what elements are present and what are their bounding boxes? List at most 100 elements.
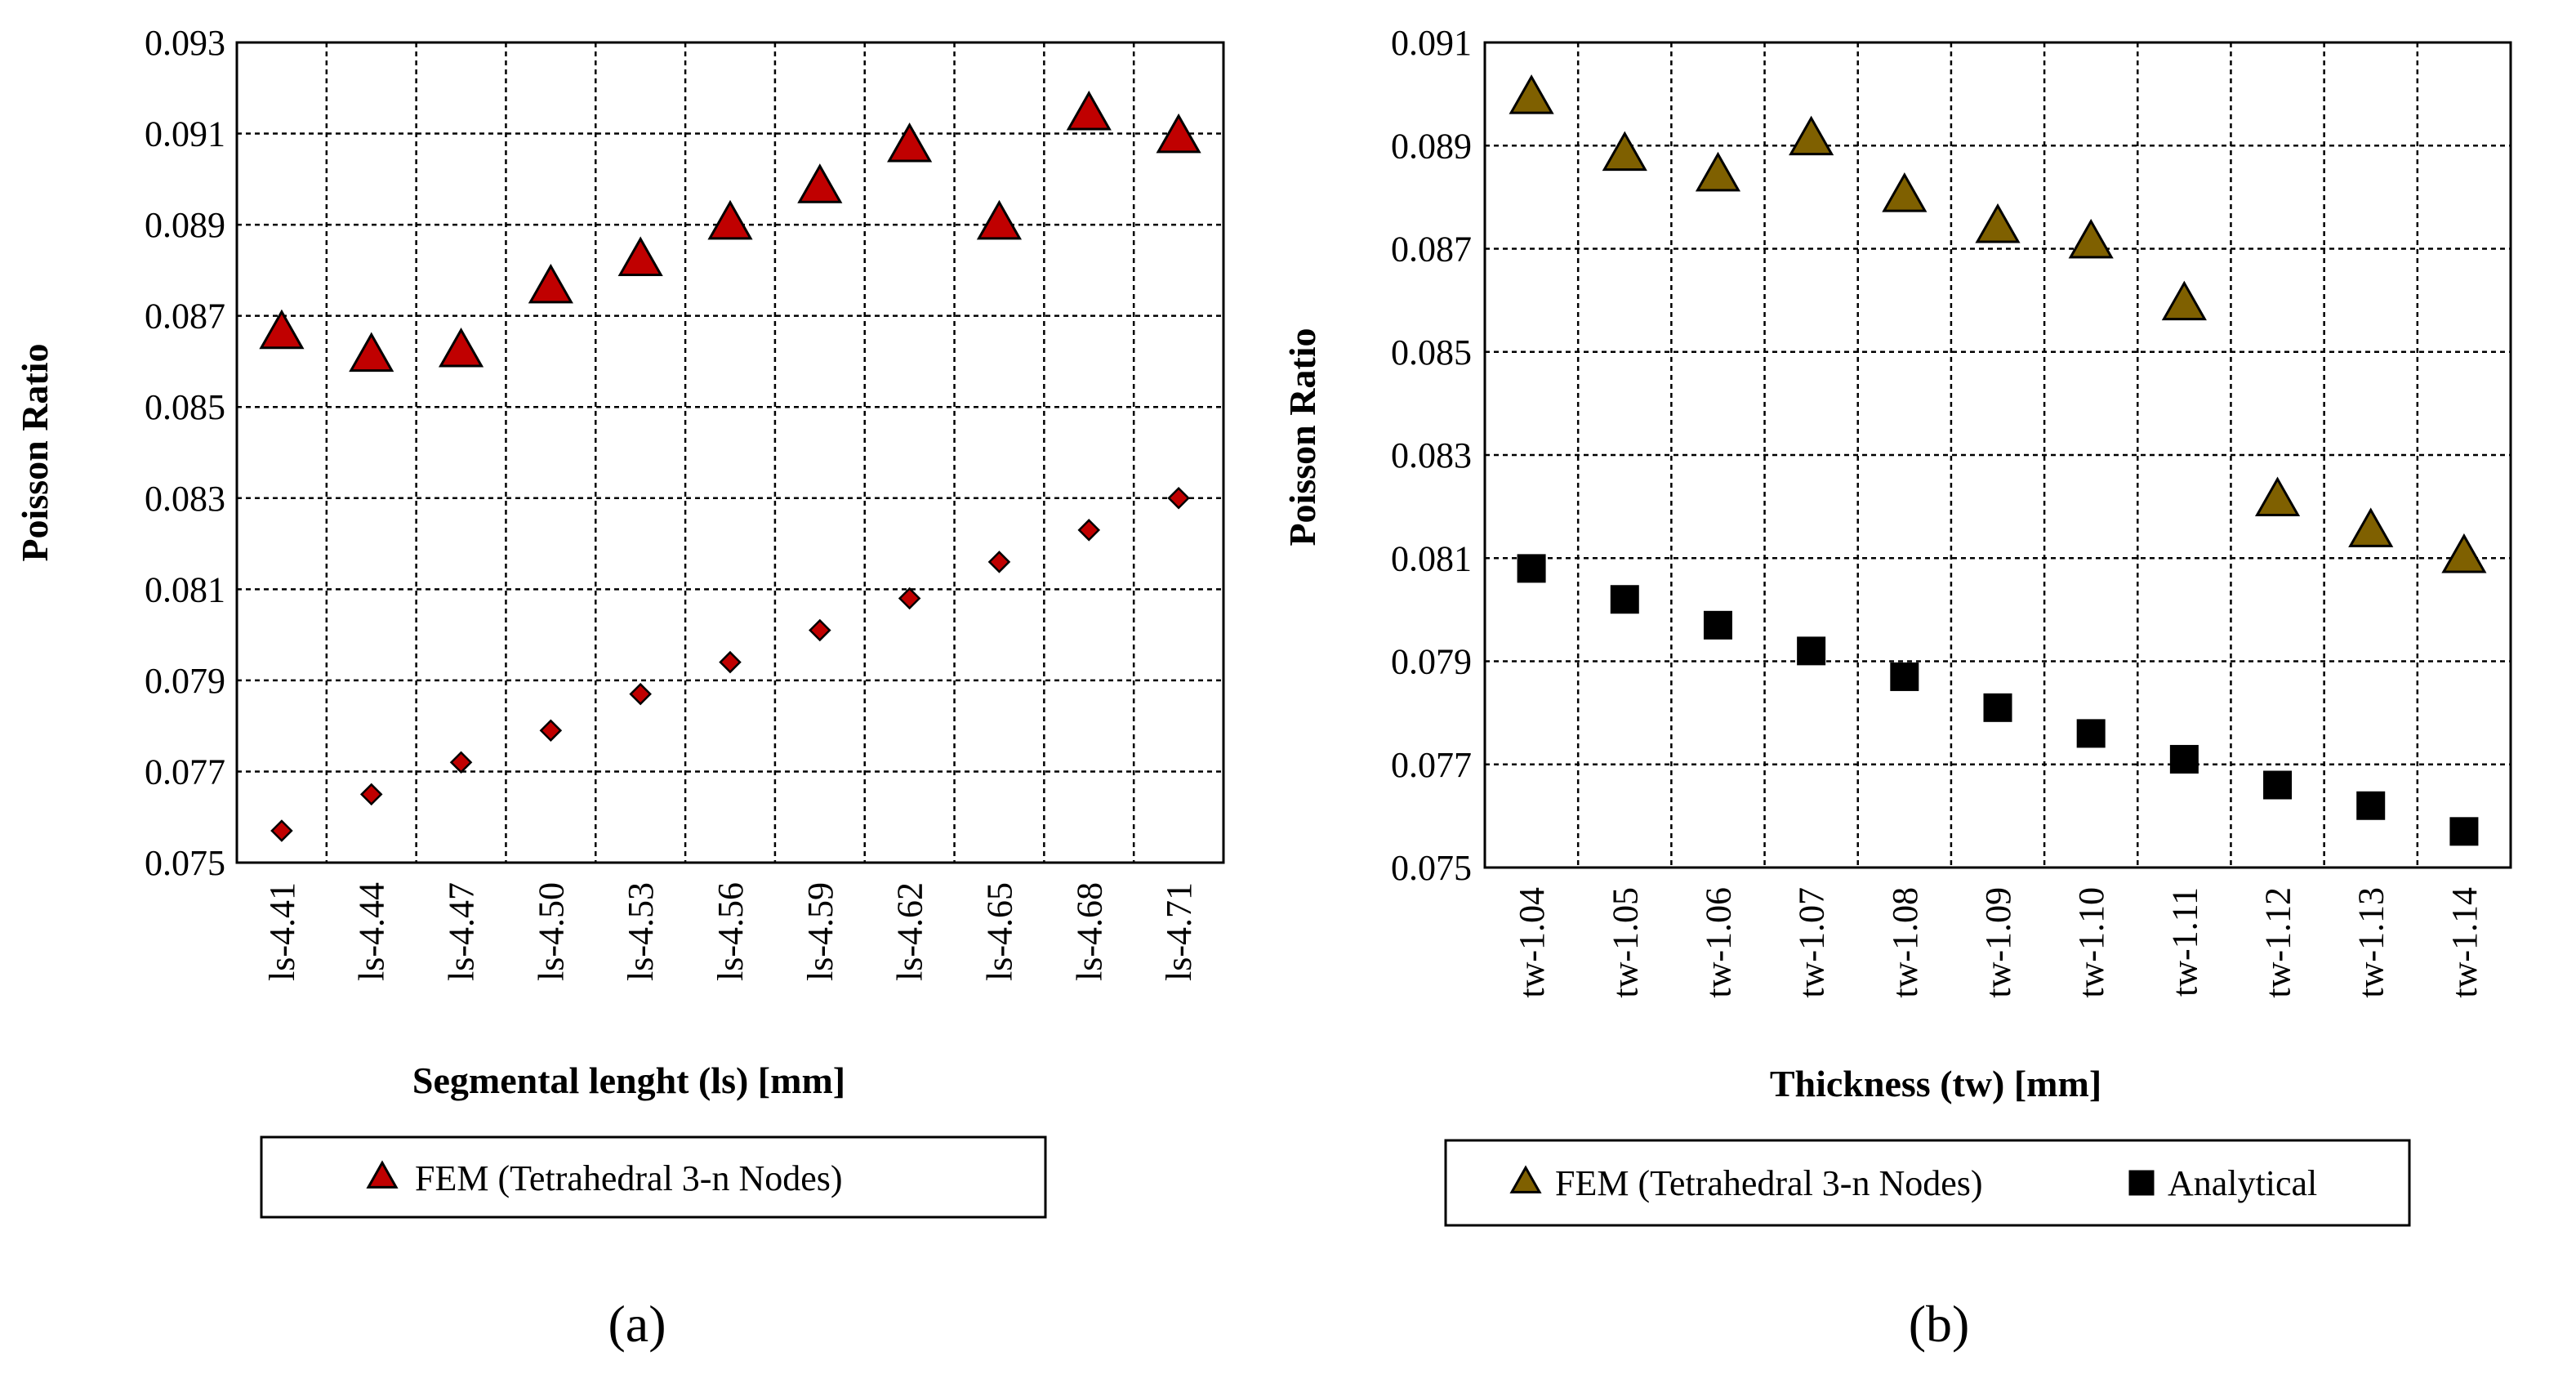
chart-b-x-tick-label: tw-1.06 (1698, 887, 1738, 998)
chart-a-series-1-point (1167, 487, 1190, 510)
chart-b-y-tick-labels: 0.075 0.077 0.079 0.081 0.083 0.085 0.087 0.089… (1391, 23, 1472, 888)
chart-b-y-tick-label: 0.091 (1391, 23, 1472, 63)
chart-b-x-tick-label: tw-1.05 (1605, 887, 1645, 998)
chart-b-x-tick-label: tw-1.09 (1978, 887, 2018, 998)
chart-a-y-tick-label: 0.083 (145, 479, 225, 519)
chart-a-series-1-point (539, 719, 563, 743)
chart-a-ylabel: Poisson Ratio (14, 343, 56, 561)
chart-b-x-tick-label: tw-1.11 (2164, 887, 2204, 997)
chart-b-ylabel: Poisson Ratio (1281, 328, 1323, 546)
chart-a-series-1-point (987, 551, 1011, 573)
chart-b-series-1-point (2169, 744, 2199, 774)
chart-a-series-0-point (707, 199, 753, 240)
chart-b-series-0-point (1695, 151, 1741, 192)
chart-a-series-0-point (528, 263, 573, 304)
chart-b-y-tick-label: 0.087 (1391, 230, 1472, 270)
chart-b-series-1-point (1703, 610, 1732, 640)
chart-a-y-tick-label: 0.091 (145, 114, 225, 154)
chart-a-series-1-point (629, 682, 652, 706)
chart-b-series-0-point (2441, 533, 2487, 573)
chart-b-series-0-point (2254, 476, 2301, 517)
chart-a-y-tick-label: 0.079 (145, 661, 225, 701)
chart-a-x-tick-label: ls-4.59 (800, 882, 840, 981)
chart-a-series-0-point (617, 236, 663, 276)
chart-a-series-0-point (887, 122, 933, 163)
chart-b-series-0-point (2161, 280, 2207, 321)
chart-a-y-tick-label: 0.081 (145, 569, 225, 609)
chart-b-legend-marker (2128, 1170, 2155, 1196)
chart-b-series-1-point (2449, 817, 2479, 846)
chart-b-series-1-point (2356, 791, 2386, 820)
chart-b-x-tick-label: tw-1.04 (1512, 887, 1552, 998)
chart-b-x-tick-label: tw-1.10 (2071, 887, 2111, 998)
chart-a-plot-area (235, 41, 1225, 864)
chart-b-series-1-point (1983, 693, 2012, 722)
chart-b-series-1-point (1797, 636, 1826, 666)
chart-a-series-1-point (270, 819, 293, 842)
chart-b-x-tick-label: tw-1.13 (2351, 887, 2391, 998)
chart-a-y-tick-label: 0.085 (145, 387, 225, 427)
chart-b-y-tick-label: 0.079 (1391, 642, 1472, 682)
chart-a-x-tick-label: ls-4.47 (442, 882, 482, 981)
chart-b-panel-label: (b) (1909, 1295, 1970, 1353)
chart-b-series-0-point (1509, 74, 1554, 114)
chart-a-x-tick-label: ls-4.65 (979, 882, 1019, 981)
chart-b-xlabel: Thickness (tw) [mm] (1770, 1063, 2101, 1104)
chart-a-legend-marker (366, 1160, 399, 1189)
chart-a-x-tick-labels: ls-4.41 ls-4.44 ls-4.47 ls-4.50 ls-4.53 ls-4.… (262, 882, 1199, 981)
chart-b-series-1-point (2263, 770, 2293, 800)
chart-b-data-points (1509, 74, 2487, 846)
chart-a-y-tick-label: 0.093 (145, 23, 225, 63)
chart-a-x-tick-label: ls-4.50 (531, 882, 571, 981)
chart-a-y-tick-labels: 0.075 0.077 0.079 0.081 0.083 0.085 0.087 0.089… (145, 23, 225, 883)
chart-b-plot-area (1483, 41, 2512, 869)
chart-a-series-0-point (976, 199, 1023, 240)
chart-a-y-tick-label: 0.087 (145, 297, 225, 337)
chart-a-series-1-point (719, 650, 742, 674)
chart-b-series-1-point (2076, 719, 2106, 748)
chart-a-y-tick-label: 0.077 (145, 752, 225, 792)
chart-a-series-0-point (797, 163, 843, 203)
chart-b-legend-box (1444, 1139, 2411, 1227)
chart-panel-a: 0.075 0.077 0.079 0.081 0.083 0.085 0.087 0.089… (14, 23, 1225, 1353)
chart-b-legend-marker (1509, 1165, 1542, 1193)
chart-a-legend-box (260, 1135, 1047, 1219)
chart-b-y-tick-label: 0.075 (1391, 848, 1472, 888)
chart-a-series-1-point (809, 618, 831, 642)
chart-b-y-tick-label: 0.083 (1391, 435, 1472, 475)
chart-a-series-0-point (259, 309, 305, 350)
chart-b-series-1-point (1890, 662, 1919, 691)
chart-b-series-0-point (1882, 172, 1928, 212)
chart-b-x-tick-label: tw-1.14 (2445, 887, 2485, 998)
chart-b-legend-label: FEM (Tetrahedral 3-n Nodes) (1555, 1163, 1983, 1203)
chart-a-series-0-point (438, 327, 484, 368)
chart-a-legend-label: FEM (Tetrahedral 3-n Nodes) (415, 1158, 843, 1198)
chart-a-x-tick-label: ls-4.41 (262, 882, 302, 981)
chart-b-series-1-point (1610, 585, 1639, 614)
chart-a-x-tick-label: ls-4.71 (1159, 882, 1199, 981)
chart-b-y-tick-label: 0.077 (1391, 745, 1472, 785)
chart-a-y-tick-label: 0.089 (145, 205, 225, 245)
chart-b-x-tick-label: tw-1.07 (1792, 887, 1832, 998)
chart-a-y-tick-label: 0.075 (145, 843, 225, 883)
chart-b-y-tick-label: 0.081 (1391, 538, 1472, 578)
chart-a-x-tick-label: ls-4.53 (621, 882, 661, 981)
chart-b-series-1-point (1517, 554, 1546, 583)
chart-a-panel-label: (a) (608, 1295, 666, 1353)
chart-b-y-tick-label: 0.089 (1391, 126, 1472, 166)
chart-b-legend: FEM (Tetrahedral 3-n Nodes) Analytical (1509, 1163, 2317, 1203)
chart-a-xlabel: Segmental lenght (ls) [mm] (412, 1059, 845, 1101)
chart-a-x-tick-label: ls-4.68 (1069, 882, 1109, 981)
chart-b-series-0-point (1602, 131, 1647, 172)
chart-a-series-1-point (359, 783, 383, 806)
chart-a-series-0-point (1066, 90, 1112, 131)
chart-a-x-tick-label: ls-4.62 (890, 882, 930, 981)
chart-a-x-tick-label: ls-4.56 (711, 882, 751, 981)
chart-b-series-0-point (1975, 203, 2021, 243)
chart-panel-b: 0.075 0.077 0.079 0.081 0.083 0.085 0.087 0.089… (1281, 23, 2512, 1353)
chart-a-x-tick-label: ls-4.44 (352, 882, 392, 981)
chart-a-series-1-point (449, 751, 473, 774)
chart-b-series-0-point (1789, 115, 1834, 156)
chart-a-legend: FEM (Tetrahedral 3-n Nodes) (366, 1158, 843, 1198)
